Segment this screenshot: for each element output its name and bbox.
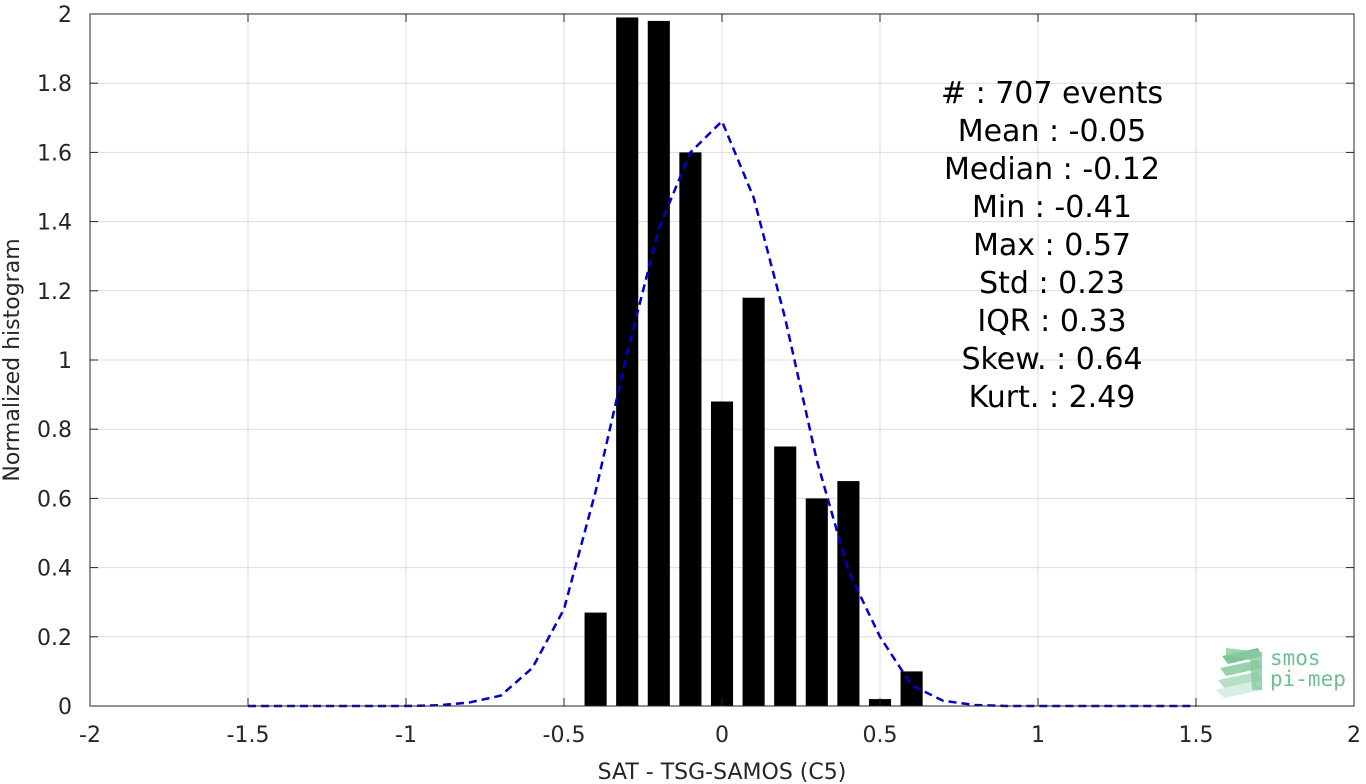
x-tick-label: 1 <box>1031 723 1045 748</box>
y-tick-label: 2 <box>58 3 72 28</box>
stats-line: # : 707 events <box>941 76 1163 111</box>
stats-line: Std : 0.23 <box>979 266 1125 301</box>
x-axis-ticks: -2 -1.5 -1 -0.5 0 0.5 1 1.5 2 <box>79 14 1361 748</box>
x-tick-label: 1.5 <box>1179 723 1214 748</box>
stats-line: Mean : -0.05 <box>958 114 1147 149</box>
stats-line: Min : -0.41 <box>972 190 1132 225</box>
stats-line: Max : 0.57 <box>973 228 1131 263</box>
histogram-bar <box>679 152 702 706</box>
logo-text-line1: smos <box>1270 646 1321 670</box>
stats-line: Kurt. : 2.49 <box>969 380 1136 415</box>
histogram-bar <box>647 20 670 707</box>
stats-line: IQR : 0.33 <box>977 304 1126 339</box>
y-tick-label: 0.6 <box>37 487 72 512</box>
y-tick-label: 1.2 <box>37 280 72 305</box>
histogram-bar <box>584 612 607 706</box>
x-axis-label: SAT - TSG-SAMOS (C5) <box>598 760 847 784</box>
histogram-bar <box>710 401 734 706</box>
y-tick-label: 1.4 <box>37 211 72 236</box>
y-tick-label: 0.8 <box>37 418 72 443</box>
histogram-bar <box>837 481 860 706</box>
histogram-bar <box>774 446 797 706</box>
y-tick-label: 0.4 <box>37 557 72 582</box>
bars <box>584 17 923 707</box>
x-tick-label: -2 <box>79 723 101 748</box>
y-axis-label: Normalized histogram <box>0 238 25 481</box>
x-tick-label: 0 <box>715 723 729 748</box>
x-tick-label: -1 <box>395 723 417 748</box>
y-tick-label: 1.8 <box>37 72 72 97</box>
smos-pi-mep-logo: smos pi-mep <box>1216 646 1346 698</box>
y-tick-label: 0 <box>58 695 72 720</box>
stats-line: Median : -0.12 <box>944 152 1160 187</box>
histogram-bar <box>900 671 923 706</box>
x-tick-label: -1.5 <box>227 723 270 748</box>
x-tick-label: 2 <box>1347 723 1361 748</box>
logo-layers-icon <box>1216 648 1262 698</box>
y-tick-label: 1.6 <box>37 141 72 166</box>
x-tick-label: 0.5 <box>863 723 898 748</box>
histogram-bar <box>742 297 765 706</box>
histogram-bar <box>616 17 639 706</box>
y-axis-ticks: 0 0.2 0.4 0.6 0.8 1 1.2 1.4 1.6 1.8 2 <box>37 3 1354 720</box>
y-tick-label: 0.2 <box>37 626 72 651</box>
y-tick-label: 1 <box>58 349 72 374</box>
logo-text-line2: pi-mep <box>1270 667 1346 691</box>
x-tick-label: -0.5 <box>543 723 586 748</box>
histogram-bar <box>805 498 828 706</box>
stats-line: Skew. : 0.64 <box>961 342 1142 377</box>
